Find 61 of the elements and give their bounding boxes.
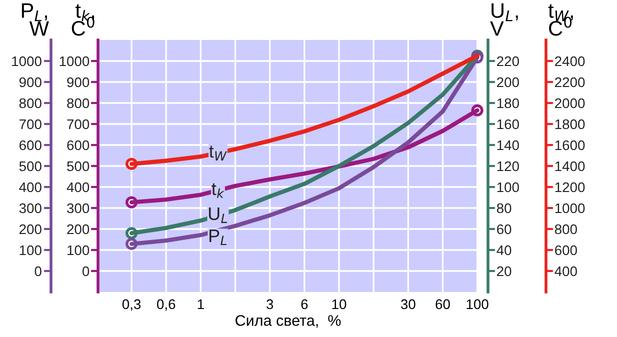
y-tick-label: 400 — [66, 182, 90, 192]
y2-tick-label: 220 — [497, 56, 519, 66]
y3-tick-label: 2400 — [555, 56, 585, 66]
text: 900 — [19, 77, 42, 88]
y-tick-label: 300 — [67, 203, 90, 214]
text: 700 — [20, 119, 42, 130]
series-label: t$_{W}$ — [209, 146, 227, 160]
y2-tick-label: 140 — [497, 140, 519, 150]
x-tick-label: 100 — [466, 299, 488, 310]
y-tick-label: 800 — [67, 98, 90, 108]
y-tick-label: 900 — [67, 77, 90, 88]
y2-tick-label: 160 — [497, 119, 519, 130]
y2-tick-label: 60 — [497, 224, 512, 234]
y3-tick-label: 1800 — [555, 119, 585, 130]
series-label: P$_{L}$ — [210, 230, 227, 246]
text: 200 — [20, 224, 42, 234]
y-tick-label: 500 — [67, 161, 90, 172]
y2-tick-label: 120 — [497, 161, 519, 172]
y-tick-label: 1000 — [60, 56, 90, 66]
y-tick-label: 200 — [67, 224, 90, 234]
x-tick-label: 60 — [436, 299, 450, 310]
x-tick-label: 0,3 — [122, 299, 141, 311]
x-tick-label: 10 — [332, 299, 346, 310]
y2-axis-title: U$_{L}$, V — [490, 3, 518, 36]
y3-tick-label: 400 — [554, 266, 577, 276]
y3-axis-title: t$_{W}$, C$^{0}$ — [548, 4, 573, 36]
y2-tick-label: 80 — [496, 203, 512, 214]
x-tick-label: 30 — [400, 299, 416, 310]
x-axis-title: Сила света, % — [236, 315, 341, 328]
y3-tick-label: 1200 — [555, 182, 585, 192]
y-tick-label: 700 — [67, 119, 90, 130]
y-tick-label: 0 — [82, 266, 90, 276]
y-tick-label: 600 — [67, 140, 90, 150]
y3-tick-label: 1400 — [555, 161, 585, 172]
text: 300 — [19, 203, 42, 214]
y2-tick-label: 100 — [497, 182, 519, 192]
series-label: t$_{k}$ — [212, 183, 224, 198]
y3-tick-label: 2200 — [555, 77, 585, 88]
text: 800 — [19, 98, 42, 108]
y2-tick-label: 20 — [497, 266, 512, 276]
y3-tick-label: 2000 — [555, 98, 585, 108]
x-tick-label: 6 — [301, 299, 308, 310]
y3-tick-label: 800 — [554, 224, 577, 234]
y3-tick-label: 1600 — [555, 140, 585, 150]
x-tick-label: 1 — [198, 299, 204, 310]
y2-tick-label: 180 — [497, 98, 519, 108]
series-label: U$_{L}$ — [208, 208, 228, 223]
text: 600 — [20, 140, 42, 150]
y2-tick-label: 200 — [497, 77, 519, 88]
text: 1000 — [12, 56, 42, 66]
text: 400 — [19, 182, 42, 192]
text: 0 — [34, 266, 42, 276]
y-tick-label: 100 — [68, 245, 90, 256]
x-tick-label: 0,6 — [157, 299, 176, 311]
text: 500 — [19, 161, 42, 172]
y3-tick-label: 600 — [555, 245, 577, 256]
text: 100 — [20, 245, 42, 256]
text: P$_{L}$, W — [22, 3, 49, 36]
y3-tick-label: 1000 — [555, 203, 585, 214]
y2-tick-label: 40 — [496, 245, 512, 256]
x-tick-label: 3 — [266, 299, 274, 310]
